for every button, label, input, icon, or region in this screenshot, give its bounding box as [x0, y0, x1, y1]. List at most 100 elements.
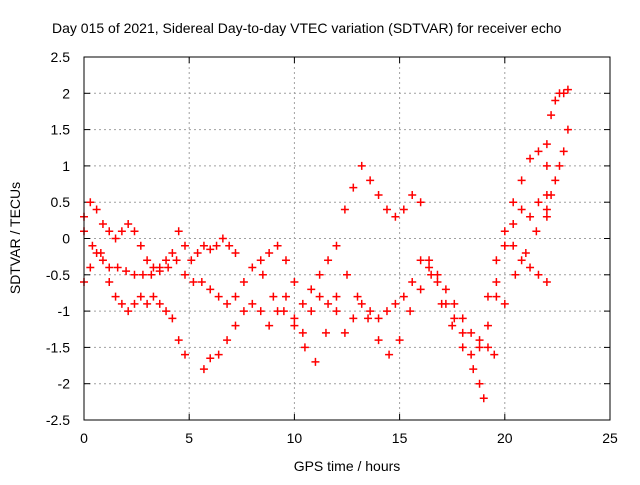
data-point [206, 285, 215, 294]
y-tick-label: 0 [62, 231, 70, 247]
data-point [364, 314, 373, 323]
data-point [483, 343, 492, 352]
data-point [366, 176, 375, 185]
data-point [534, 198, 543, 207]
data-point [542, 205, 551, 214]
series-track-8 [542, 125, 572, 214]
data-point [231, 321, 240, 330]
data-point [517, 256, 526, 265]
y-tick-label: -1.5 [46, 339, 70, 355]
data-point [395, 336, 404, 345]
x-tick-label: 5 [185, 430, 193, 446]
data-point [416, 285, 425, 294]
data-point [168, 314, 177, 323]
data-point [382, 307, 391, 316]
data-point [155, 299, 164, 308]
data-point [164, 263, 173, 272]
data-point [547, 190, 556, 199]
y-tick-label: 2 [62, 85, 70, 101]
data-point [269, 292, 278, 301]
data-point [298, 328, 307, 337]
data-point [122, 267, 131, 276]
data-point [492, 292, 501, 301]
data-point [509, 241, 518, 250]
series-track-2 [80, 249, 189, 359]
data-point [563, 85, 572, 94]
y-tick-label: 1.5 [51, 122, 71, 138]
data-point [406, 307, 415, 316]
data-point [509, 198, 518, 207]
data-point [340, 205, 349, 214]
series-track-5 [258, 212, 551, 403]
data-point [315, 292, 324, 301]
data-point [509, 219, 518, 228]
data-point [189, 278, 198, 287]
data-point [281, 256, 290, 265]
data-point [223, 299, 232, 308]
data-point [382, 205, 391, 214]
data-point [180, 350, 189, 359]
data-point [353, 292, 362, 301]
data-point [143, 299, 152, 308]
data-point [281, 292, 290, 301]
data-point [187, 256, 196, 265]
data-point [475, 336, 484, 345]
x-tick-label: 0 [80, 430, 88, 446]
data-point [332, 292, 341, 301]
data-point [492, 256, 501, 265]
x-tick-label: 10 [287, 430, 303, 446]
data-point [448, 321, 457, 330]
data-point [168, 249, 177, 258]
data-point [174, 227, 183, 236]
y-tick-label: 1 [62, 158, 70, 174]
data-point [180, 241, 189, 250]
data-point [290, 321, 299, 330]
data-point [105, 227, 114, 236]
data-point [357, 161, 366, 170]
data-point [113, 263, 122, 272]
data-point [492, 278, 501, 287]
data-point [467, 350, 476, 359]
data-point [408, 278, 417, 287]
data-point [86, 198, 95, 207]
data-point [258, 270, 267, 279]
data-point [111, 292, 120, 301]
data-point [551, 176, 560, 185]
data-point [136, 292, 145, 301]
data-point [98, 219, 107, 228]
grid-layer [84, 57, 610, 420]
data-point [532, 227, 541, 236]
data-point [374, 314, 383, 323]
data-point [450, 314, 459, 323]
data-point [467, 328, 476, 337]
data-point [500, 227, 509, 236]
data-point [130, 227, 139, 236]
data-point [490, 350, 499, 359]
data-point [212, 241, 221, 250]
data-point [469, 365, 478, 374]
data-point [197, 278, 206, 287]
data-point [458, 314, 467, 323]
data-point [425, 256, 434, 265]
data-point [542, 278, 551, 287]
data-point [475, 379, 484, 388]
data-point [433, 278, 442, 287]
data-point [130, 299, 139, 308]
data-point [374, 190, 383, 199]
data-point [374, 336, 383, 345]
data-point [340, 328, 349, 337]
data-point [136, 241, 145, 250]
plot-frame [83, 56, 611, 421]
data-point [290, 278, 299, 287]
data-point [180, 270, 189, 279]
data-point [349, 314, 358, 323]
data-point [88, 241, 97, 250]
data-point [124, 307, 133, 316]
data-point [256, 256, 265, 265]
data-point [124, 219, 133, 228]
data-point [199, 365, 208, 374]
data-point [391, 299, 400, 308]
data-point [500, 299, 509, 308]
